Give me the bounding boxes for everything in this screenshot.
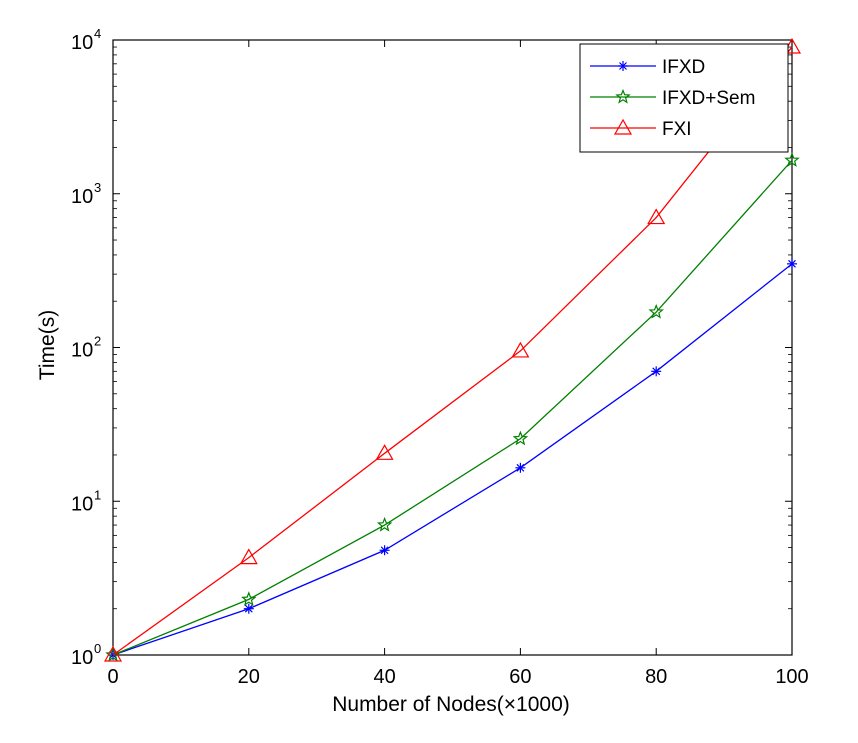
- y-tick-label-base: 10: [71, 493, 93, 515]
- legend: IFXD IFXD+Sem FXI: [579, 43, 789, 153]
- legend-item-fxi: FXI: [590, 118, 692, 140]
- data-point-star: [512, 430, 529, 446]
- data-point-triangle: [647, 208, 666, 225]
- data-point-star: [615, 88, 631, 104]
- x-tick-label: 60: [509, 666, 531, 688]
- y-tick-label-exponent: 2: [94, 334, 101, 349]
- x-tick-label: 0: [107, 666, 118, 688]
- data-point-triangle: [103, 645, 123, 662]
- data-point-star: [648, 303, 664, 319]
- series-line-ifxd: [112, 263, 793, 656]
- data-point-asterisk: [651, 366, 662, 377]
- y-tick-label-exponent: 3: [94, 180, 101, 195]
- data-point-star: [376, 516, 393, 532]
- x-tick-label: 100: [775, 666, 808, 688]
- series-line-fxi: [112, 46, 793, 656]
- y-tick-label: 10 0: [71, 641, 101, 669]
- y-tick-label-exponent: 1: [94, 487, 101, 502]
- y-tick-label-base: 10: [71, 647, 93, 669]
- data-point-triangle: [511, 341, 530, 358]
- series-ifxd-sem: [105, 152, 800, 662]
- data-point-star: [105, 646, 121, 662]
- y-tick-label: 10 4: [71, 26, 101, 54]
- y-tick-label-base: 10: [71, 32, 93, 54]
- data-point-asterisk: [618, 61, 628, 71]
- x-tick-labels: 0 20 40 60 80 100: [107, 666, 808, 688]
- y-tick-label: 10 1: [71, 487, 101, 515]
- legend-label: IFXD+Sem: [662, 88, 755, 109]
- data-point-triangle: [375, 444, 394, 460]
- legend-item-ifxd: IFXD: [590, 57, 705, 78]
- series-line-ifxd-sem: [112, 159, 793, 656]
- legend-label: IFXD: [662, 57, 705, 78]
- data-point-star: [784, 152, 800, 167]
- data-point-triangle: [239, 548, 258, 565]
- y-tick-label-exponent: 0: [94, 641, 101, 656]
- legend-label: FXI: [662, 119, 692, 140]
- x-tick-label: 20: [238, 666, 260, 688]
- y-axis-label: Time(s): [36, 310, 59, 380]
- series-layer: [103, 37, 802, 662]
- data-point-asterisk: [787, 258, 797, 269]
- data-point-star: [241, 591, 257, 606]
- y-tick-label-base: 10: [71, 186, 93, 208]
- data-point-asterisk: [243, 603, 254, 614]
- y-tick-label: 10 3: [71, 180, 101, 208]
- x-tick-label: 80: [645, 666, 667, 688]
- data-point-asterisk: [379, 545, 390, 556]
- x-axis-label: Number of Nodes(×1000): [332, 693, 570, 716]
- data-point-triangle: [613, 118, 633, 135]
- y-tick-label-exponent: 4: [94, 26, 101, 41]
- data-point-asterisk: [515, 462, 526, 473]
- y-tick-label: 10 2: [71, 334, 101, 362]
- y-tick-label-base: 10: [71, 340, 93, 362]
- legend-item-ifxd-sem: IFXD+Sem: [590, 88, 755, 109]
- x-tick-label: 40: [373, 666, 395, 688]
